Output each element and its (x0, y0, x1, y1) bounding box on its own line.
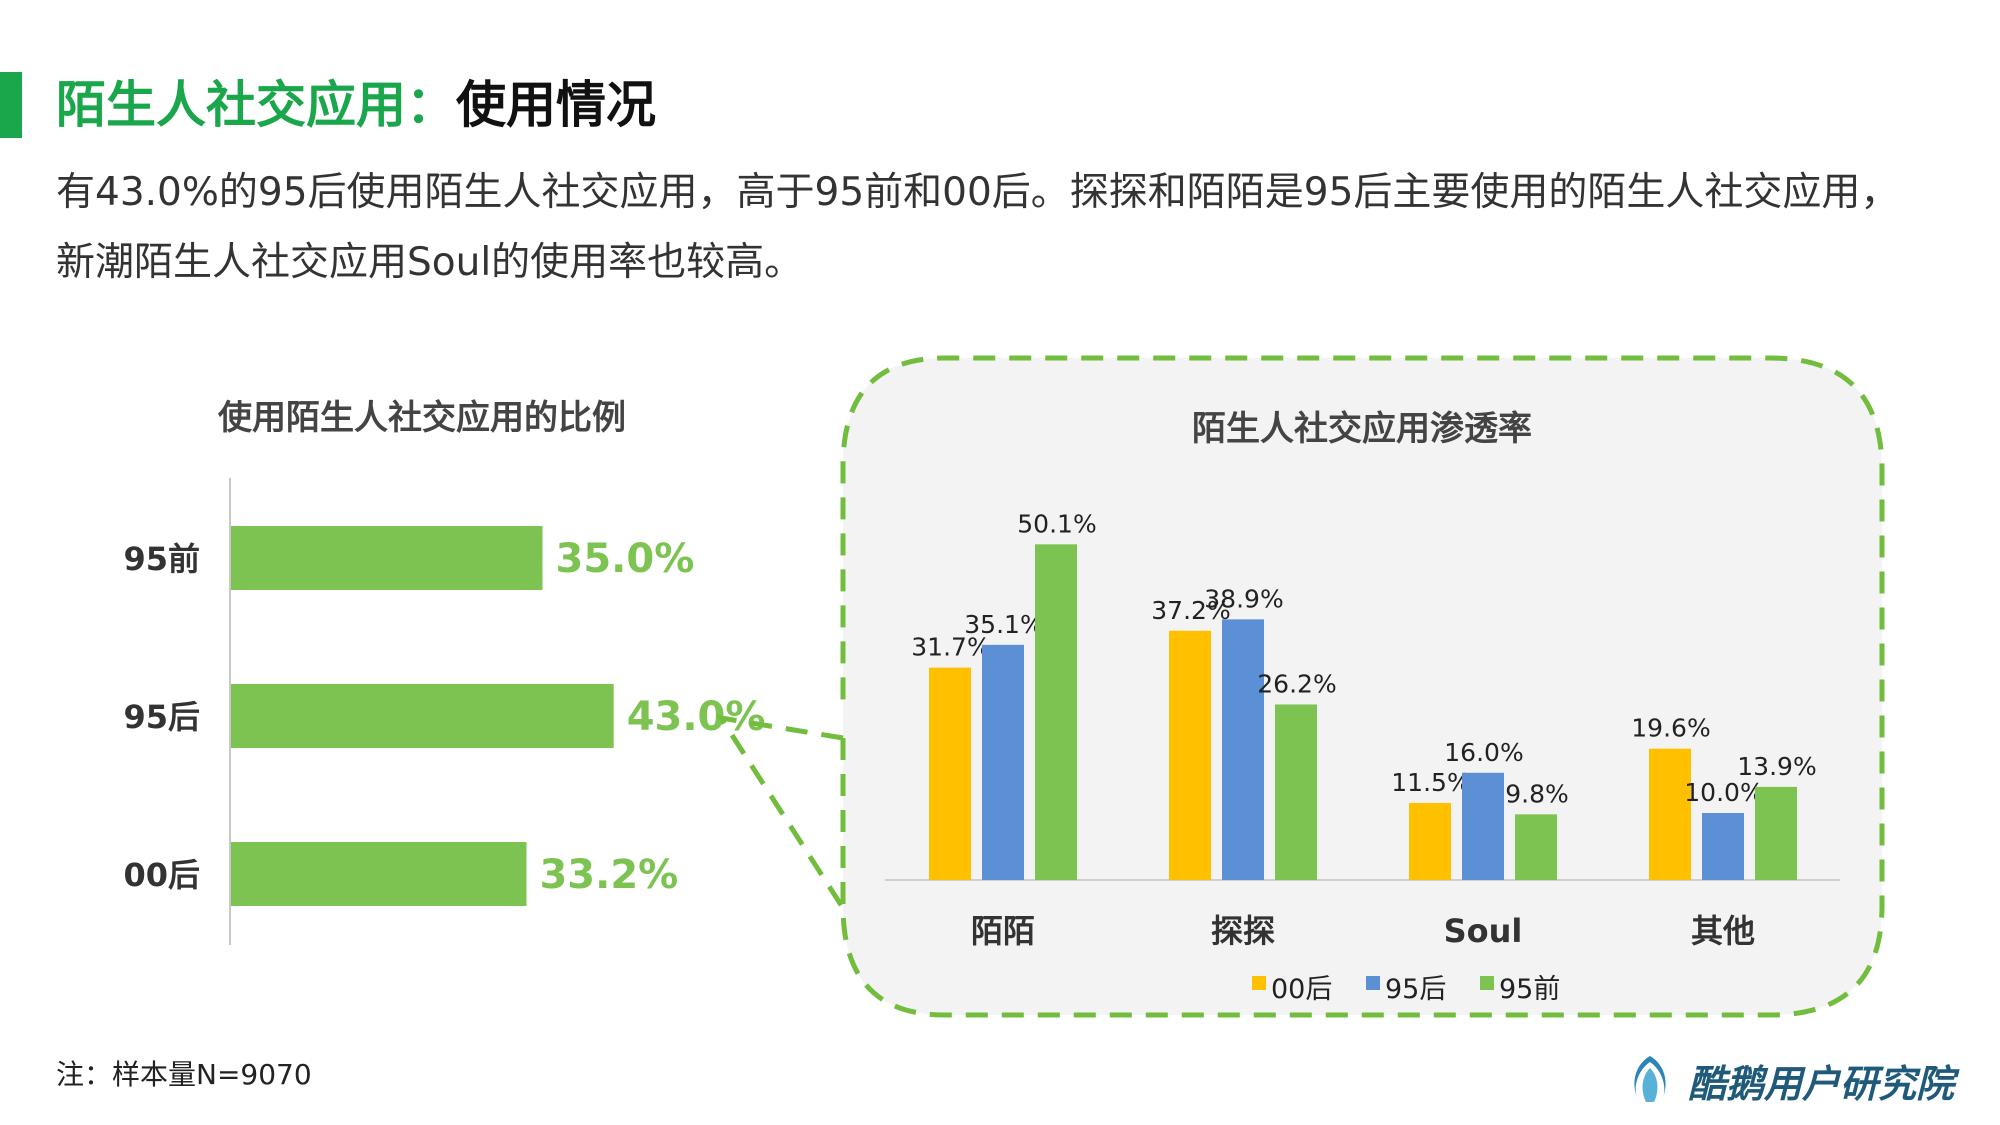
right-bar-value-label: 31.7% (911, 633, 990, 662)
title-accent-bar (0, 72, 22, 138)
right-category-label: Soul (1444, 912, 1523, 950)
callout-dashed-border (840, 355, 1885, 1018)
brand-logo: 酷鹅用户研究院 (1622, 1045, 1954, 1115)
legend-swatch (1366, 976, 1380, 990)
right-bar-value-label: 11.5% (1391, 768, 1470, 797)
callout-pointer (715, 714, 846, 910)
right-bar (1462, 772, 1504, 880)
legend-swatch (1480, 976, 1494, 990)
right-bar-value-label: 13.9% (1737, 752, 1816, 781)
right-chart-title: 陌生人社交应用渗透率 (1192, 409, 1532, 449)
right-bar (1409, 802, 1451, 880)
left-bar (231, 842, 527, 906)
right-bar-value-label: 26.2% (1257, 669, 1336, 698)
legend-swatch (1252, 976, 1266, 990)
right-bar-value-label: 19.6% (1631, 714, 1710, 743)
right-bar (1702, 813, 1744, 880)
left-bar-value-label: 33.2% (539, 852, 678, 898)
left-chart-title: 使用陌生人社交应用的比例 (218, 398, 626, 438)
brand-logo-text: 酷鹅用户研究院 (1688, 1061, 1955, 1106)
right-bar (1275, 704, 1317, 880)
right-bar (1169, 630, 1211, 880)
right-bar-value-label: 38.9% (1204, 584, 1283, 613)
left-bar-value-label: 35.0% (556, 536, 695, 582)
page-title-subtopic: 使用情况 (456, 76, 656, 134)
legend-label: 95后 (1385, 974, 1446, 1005)
right-category-label: 其他 (1691, 912, 1755, 950)
legend-label: 95前 (1499, 974, 1560, 1005)
right-bar (1035, 544, 1077, 880)
left-bar (231, 684, 614, 748)
left-bar (231, 526, 543, 590)
right-bar-value-label: 37.2% (1151, 596, 1230, 625)
page-title-topic: 陌生人社交应用： (56, 76, 456, 134)
right-bar (1755, 786, 1797, 880)
page-description: 有43.0%的95后使用陌生人社交应用，高于95前和00后。探探和陌陌是95后主… (56, 170, 1900, 285)
callout-background (721, 358, 1882, 1015)
right-category-label: 探探 (1211, 912, 1275, 950)
right-bar-value-label: 50.1% (1017, 509, 1096, 538)
right-bar (982, 644, 1024, 880)
right-bar (929, 667, 971, 880)
right-bar (1649, 748, 1691, 880)
right-category-label: 陌陌 (971, 912, 1035, 950)
left-category-label: 95后 (123, 698, 200, 736)
left-category-label: 00后 (123, 856, 200, 894)
page-title: 陌生人社交应用：使用情况 (56, 70, 656, 140)
left-category-label: 95前 (123, 540, 200, 578)
right-bar (1222, 619, 1264, 880)
right-bar-value-label: 16.0% (1444, 738, 1523, 767)
right-bar-value-label: 35.1% (964, 610, 1043, 639)
legend-label: 00后 (1271, 974, 1332, 1005)
left-bar-value-label: 43.0% (627, 694, 766, 740)
right-bar (1515, 814, 1557, 880)
sample-note: 注：样本量N=9070 (56, 1058, 312, 1091)
right-bar-value-label: 10.0% (1684, 778, 1763, 807)
penguin-logo-icon (1634, 1056, 1666, 1102)
right-bar-value-label: 9.8% (1505, 779, 1569, 808)
